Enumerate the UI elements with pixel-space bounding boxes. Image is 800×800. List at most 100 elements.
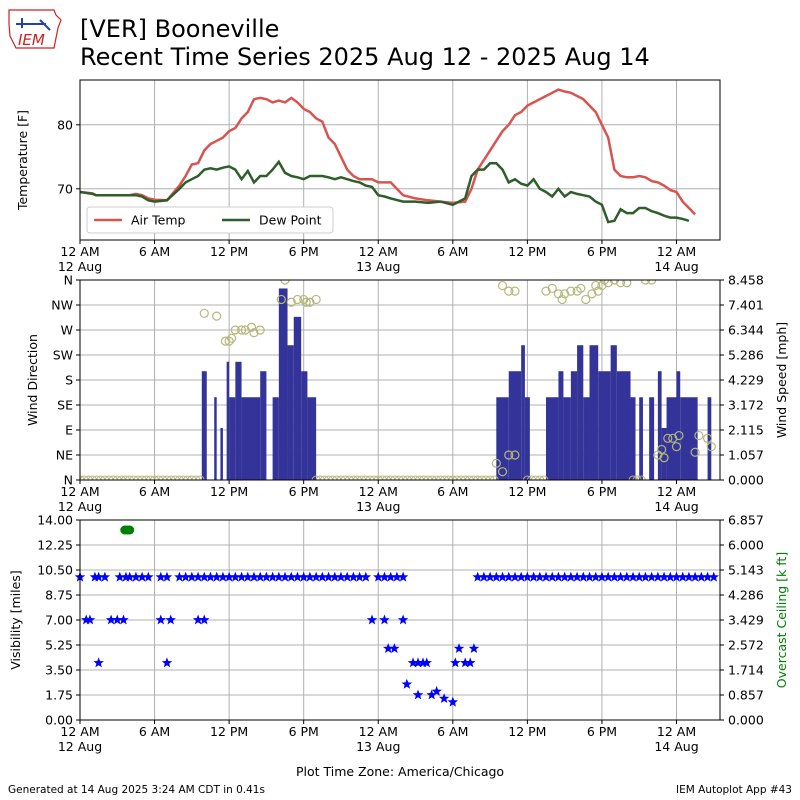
ceiling-tick-label: 2.572: [728, 638, 764, 653]
app-credit: IEM Autoplot App #43: [676, 784, 792, 796]
wind-direction-point: [603, 280, 613, 288]
wind-direction-point: [299, 294, 309, 305]
visibility-point: [609, 571, 620, 582]
wind-direction-point: [150, 475, 160, 480]
visibility-point: [304, 571, 316, 582]
wind-direction-point: [390, 475, 400, 480]
chart-subtitle: Recent Time Series 2025 Aug 12 - 2025 Au…: [80, 43, 650, 71]
wind-direction-point: [315, 475, 325, 480]
wind-direction-point: [141, 475, 151, 480]
wind-direction-point: [636, 475, 646, 480]
visibility-point: [118, 614, 129, 625]
x-tick-label: 12 AM: [60, 724, 99, 739]
visibility-point: [114, 571, 125, 582]
wind-speed-bar: [630, 397, 636, 480]
wind-speed-bar: [558, 371, 564, 480]
visibility-point: [627, 571, 639, 582]
wind-direction-point: [547, 283, 557, 293]
wind-direction-point: [227, 333, 237, 343]
x-tick-label: 12 AM: [60, 244, 99, 259]
wind-direction-point: [452, 475, 462, 480]
wind-direction-point: [108, 475, 118, 480]
visibility-point: [450, 657, 461, 668]
visibility-point: [192, 614, 204, 625]
generated-note: Generated at 14 Aug 2025 3:24 AM CDT in …: [8, 784, 265, 796]
wind-direction-point: [557, 294, 567, 305]
wind-speed-bar: [226, 361, 230, 480]
visibility-point: [615, 571, 626, 582]
wind-direction-point: [632, 475, 642, 480]
wind-direction-point: [489, 475, 499, 480]
x-tick-label: 12 PM: [508, 484, 546, 499]
wind-speed-bar: [214, 397, 217, 480]
wind-direction-point: [473, 475, 483, 480]
wind-direction-point: [622, 280, 632, 288]
wind-direction-point: [92, 475, 102, 480]
visibility-point: [261, 571, 272, 582]
x-tick-label: 12 AM: [60, 484, 99, 499]
wind-direction-point: [456, 475, 466, 480]
direction-tick-label: NE: [56, 448, 73, 463]
wind-speed-bar: [521, 345, 525, 480]
visibility-point: [217, 571, 229, 582]
wind-direction-point: [191, 475, 201, 480]
wind-direction-point: [497, 467, 508, 477]
wind-direction-point: [597, 280, 607, 291]
wind-speed-bar: [707, 397, 712, 480]
wind-direction-point: [361, 475, 371, 480]
visibility-point: [540, 571, 552, 582]
visibility-point: [528, 571, 539, 582]
visibility-point: [397, 571, 409, 582]
visibility-point: [412, 689, 424, 700]
ceiling-tick-label: 1.714: [728, 663, 764, 678]
x-tick-date: 12 Aug: [58, 259, 102, 274]
visibility-point: [286, 571, 297, 582]
wind-speed-bar: [307, 397, 317, 480]
wind-direction-point: [448, 475, 458, 480]
visibility-point: [192, 571, 204, 582]
visibility-point: [360, 571, 372, 582]
y-tick-label: 70: [57, 181, 73, 196]
wind-speed-bar: [301, 371, 308, 480]
y-axis-label: Temperature [F]: [15, 110, 30, 211]
wind-direction-point: [158, 475, 168, 480]
x-tick-label: 6 AM: [139, 724, 170, 739]
visibility-point: [565, 571, 577, 582]
visibility-point: [571, 571, 583, 582]
x-tick-label: 12 AM: [657, 724, 696, 739]
wind-direction-point: [121, 475, 131, 480]
visibility-point: [292, 571, 303, 582]
wind-direction-point: [382, 475, 392, 480]
x-tick-date: 14 Aug: [654, 259, 698, 274]
wind-speed-bar: [293, 316, 302, 480]
x-tick-label: 12 AM: [359, 724, 398, 739]
wind-speed-bar: [649, 397, 655, 480]
visibility-point: [236, 571, 247, 582]
wind-direction-point: [423, 475, 433, 480]
visibility-point: [478, 571, 490, 582]
wind-direction-point: [292, 294, 303, 305]
visibility-point: [155, 571, 166, 582]
visibility-point: [534, 571, 545, 582]
wind-direction-point: [599, 280, 610, 285]
wind-speed-bar: [680, 397, 698, 480]
visibility-point: [602, 571, 614, 582]
wind-direction-point: [183, 475, 193, 480]
wind-direction-point: [609, 280, 619, 285]
x-tick-label: 6 AM: [437, 244, 468, 259]
direction-tick-label: E: [65, 423, 73, 438]
visibility-tick-label: 1.75: [45, 688, 73, 703]
wind-direction-point: [539, 475, 549, 480]
wind-direction-point: [394, 475, 404, 480]
wind-speed-bar: [546, 397, 559, 480]
wind-direction-point: [311, 475, 321, 480]
wind-direction-point: [280, 280, 290, 285]
wind-direction-point: [535, 475, 545, 480]
wind-direction-point: [435, 475, 445, 480]
x-tick-label: 6 AM: [437, 724, 468, 739]
visibility-point: [559, 571, 570, 582]
visibility-point: [389, 643, 400, 653]
wind-direction-point: [440, 475, 450, 480]
wind-speed-bar: [524, 397, 530, 480]
visibility-tick-label: 10.50: [37, 563, 73, 578]
